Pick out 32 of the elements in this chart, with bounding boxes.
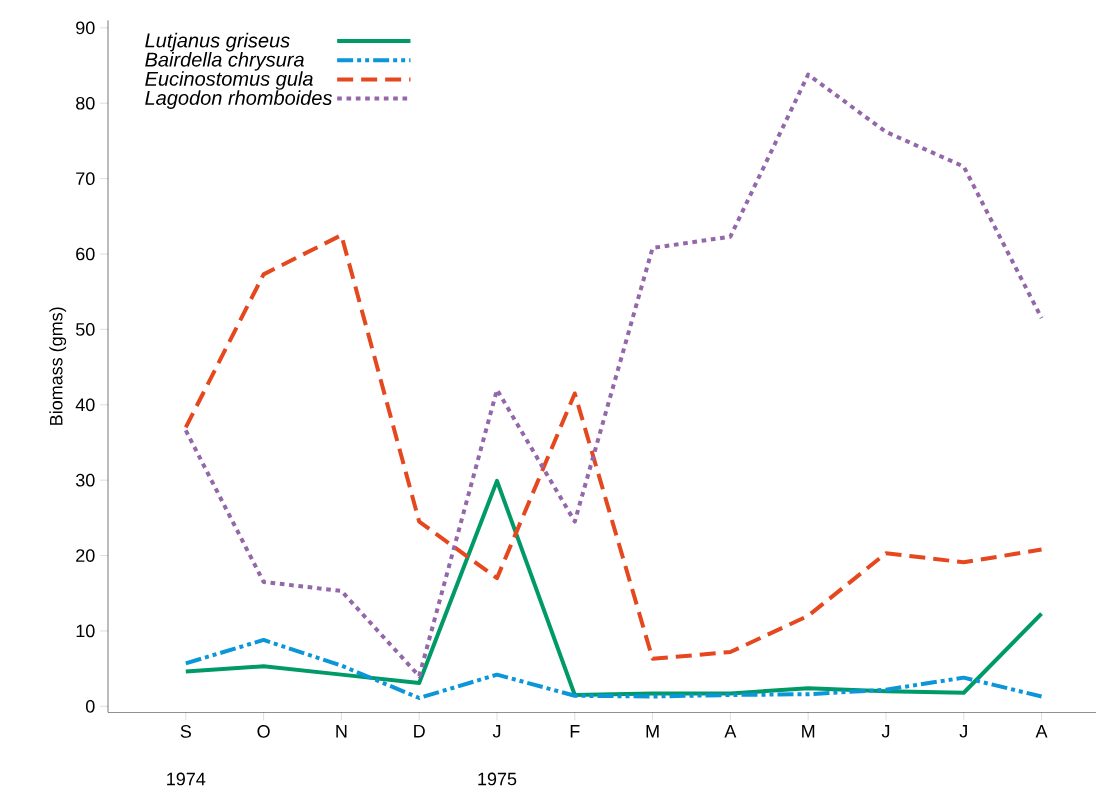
x-tick-label: A xyxy=(1035,725,1048,738)
x-tick-label: J xyxy=(881,725,890,738)
text: 1974 xyxy=(167,772,206,786)
line-series xyxy=(183,637,1044,700)
text: 1975 xyxy=(478,772,517,786)
x-tick-label: N xyxy=(336,725,347,738)
x-tick-label: O xyxy=(257,725,270,738)
y-tick-label: 90 xyxy=(76,21,95,35)
y-tick-label: 40 xyxy=(75,398,95,412)
legend-label: Eucinostomus gula xyxy=(145,71,313,90)
x-tick-label: J xyxy=(492,725,501,738)
y-tick-label: 60 xyxy=(76,247,95,261)
legend-label: Lagodon rhomboides xyxy=(145,90,333,109)
y-tick-label: 0 xyxy=(86,699,95,713)
legend-label: Bairdella chrysura xyxy=(145,52,304,71)
x-tick-label: D xyxy=(414,725,425,738)
y-tick-label: 20 xyxy=(76,549,95,562)
x-tick-label: M xyxy=(646,725,659,738)
x-tick-label: F xyxy=(570,725,580,738)
x-tick-label: M xyxy=(802,725,815,738)
x-tick-label: J xyxy=(959,725,967,738)
y-tick-label: 30 xyxy=(75,473,95,487)
y-tick-label: 50 xyxy=(75,323,95,336)
line-series xyxy=(183,233,1044,661)
legend-label: Lutjanus griseus xyxy=(145,32,290,52)
y-tick-label: 80 xyxy=(76,96,95,110)
x-tick-label: S xyxy=(180,725,191,738)
x-tick-label: A xyxy=(724,725,737,738)
y-tick-label: 70 xyxy=(76,172,95,185)
y-tick-label: 10 xyxy=(76,624,95,638)
y-axis-title: Biomass (gms) xyxy=(49,307,67,425)
line-series xyxy=(183,478,1044,697)
